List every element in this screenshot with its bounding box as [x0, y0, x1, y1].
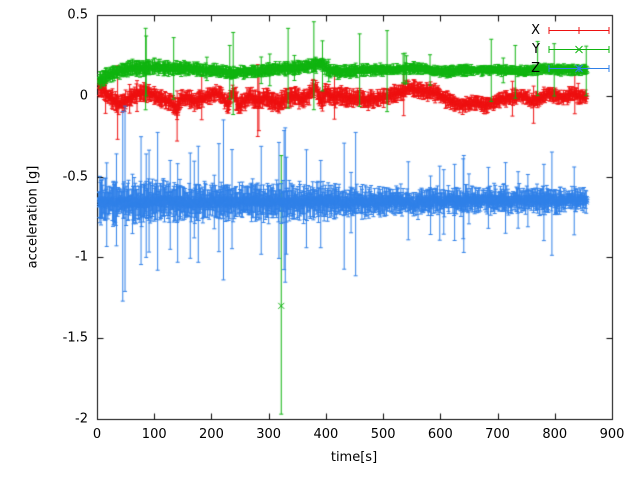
errorbar-sample-icon-z: [548, 64, 610, 73]
legend-label-z: Z: [531, 61, 540, 76]
errorbar-sample-icon-x: [548, 27, 610, 34]
legend-label-x: X: [531, 23, 540, 38]
legend-entry-x: X: [526, 21, 610, 40]
y-axis-label: acceleration [g]: [25, 165, 41, 269]
errorbar-sample-icon-y: [548, 45, 610, 54]
x-axis-label: time[s]: [330, 450, 378, 465]
legend: X Y Z: [526, 21, 610, 78]
legend-entry-z: Z: [526, 59, 610, 78]
legend-entry-y: Y: [526, 40, 610, 59]
legend-label-y: Y: [532, 42, 540, 57]
